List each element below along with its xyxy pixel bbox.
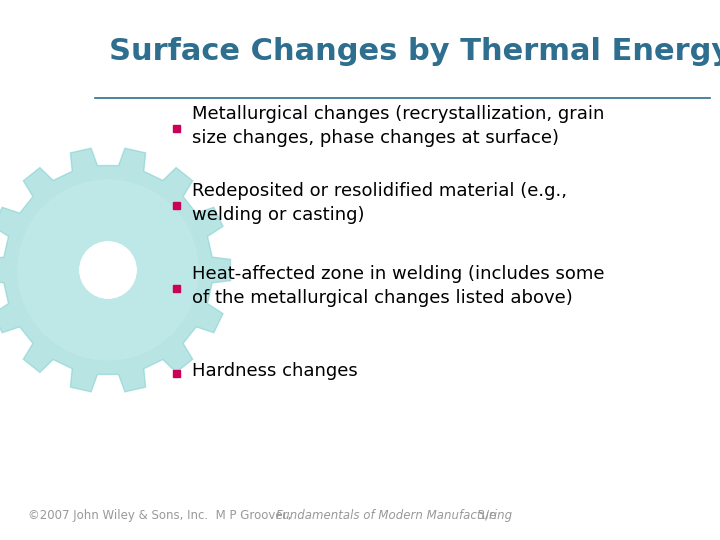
Text: Redeposited or resolidified material (e.g.,
welding or casting): Redeposited or resolidified material (e.… [192,182,567,224]
Circle shape [18,180,198,360]
Polygon shape [0,148,230,392]
Text: Heat‑affected zone in welding (includes some
of the metallurgical changes listed: Heat‑affected zone in welding (includes … [192,265,605,307]
Text: Fundamentals of Modern Manufacturing: Fundamentals of Modern Manufacturing [276,509,512,522]
Bar [173,201,179,208]
Text: Hardness changes: Hardness changes [192,362,358,380]
Text: Metallurgical changes (recrystallization, grain
size changes, phase changes at s: Metallurgical changes (recrystallization… [192,105,604,147]
Bar [173,125,179,132]
Text: Surface Changes by Thermal Energy: Surface Changes by Thermal Energy [109,37,720,66]
Bar [173,285,179,292]
Circle shape [80,242,136,298]
Bar [173,369,179,376]
Circle shape [80,242,136,298]
Text: ©2007 John Wiley & Sons, Inc.  M P Groover,: ©2007 John Wiley & Sons, Inc. M P Groove… [28,509,295,522]
Text: 3/e: 3/e [474,509,496,522]
